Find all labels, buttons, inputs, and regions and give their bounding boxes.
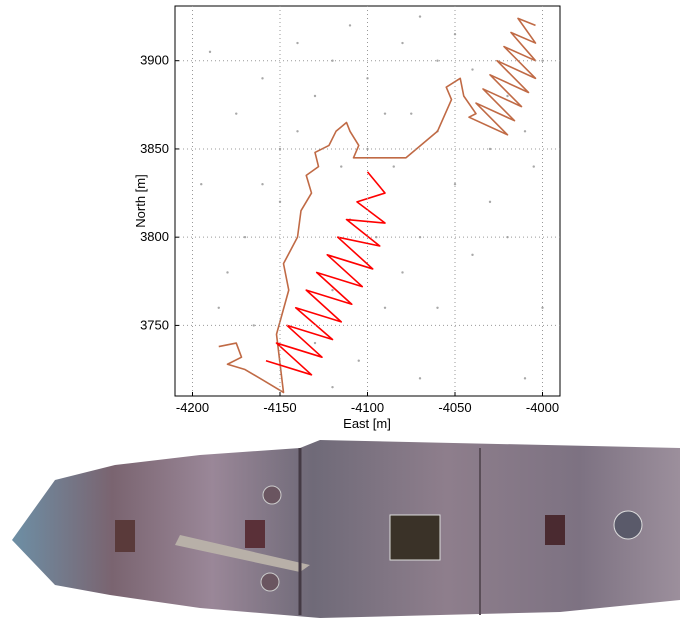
scatter-point [244,236,246,238]
scatter-point [331,386,333,388]
axes-box [175,6,560,396]
scatter-point [410,112,412,114]
scatter-point [331,289,333,291]
x-tick-label: -4100 [351,400,384,415]
trajectory-line [219,18,536,392]
scatter-point [384,307,386,309]
y-tick-label: 3900 [140,53,169,68]
scatter-point [384,112,386,114]
scatter-point [471,254,473,256]
scatter-point [340,165,342,167]
scatter-point [419,377,421,379]
scatter-point [235,112,237,114]
x-axis-label: East [m] [343,416,391,431]
scatter-point [296,130,298,132]
scatter-point [436,307,438,309]
scatter-point [524,377,526,379]
scatter-point [261,77,263,79]
scatter-point [226,271,228,273]
scatter-point [358,360,360,362]
scatter-point [296,42,298,44]
x-tick-label: -4200 [176,400,209,415]
x-tick-label: -4000 [526,400,559,415]
scatter-point [314,95,316,97]
scatter-point [419,15,421,17]
scatter-point [209,51,211,53]
scatter-point [454,183,456,185]
x-tick-label: -4150 [263,400,296,415]
scatter-point [253,324,255,326]
scatter-point [489,148,491,150]
figure: East [m] North [m] -4200 -4150 -4100 -4050 -… [0,0,683,621]
scatter-point [200,183,202,185]
scatter-point [393,165,395,167]
scatter-point [314,342,316,344]
x-tick-label: -4050 [438,400,471,415]
scatter-point [506,95,508,97]
scatter-point [436,60,438,62]
scatter-point [218,307,220,309]
y-tick-label: 3750 [140,317,169,332]
scatter-point [401,271,403,273]
ship-mosaic [12,440,680,618]
scatter-point [261,183,263,185]
y-tick-label: 3800 [140,229,169,244]
scatter-point [533,165,535,167]
y-axis-label: North [m] [133,174,148,227]
scatter-point [524,130,526,132]
scatter-point [489,201,491,203]
plot-data [200,15,544,392]
scatter-point [401,42,403,44]
scatter-point [349,24,351,26]
plot [200,15,544,392]
scatter-point [471,68,473,70]
y-tick-label: 3850 [140,141,169,156]
